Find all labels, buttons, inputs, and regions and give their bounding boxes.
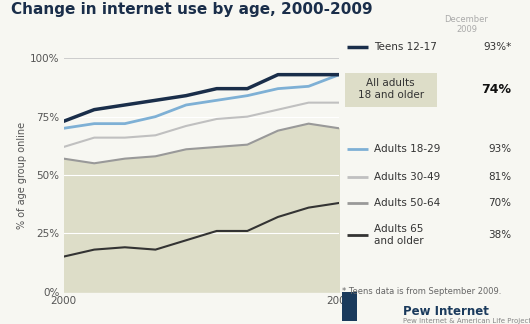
Text: Adults 18-29: Adults 18-29 [374,144,440,154]
Text: 38%: 38% [488,230,511,240]
Text: Adults 65
and older: Adults 65 and older [374,224,423,246]
Text: 81%: 81% [488,172,511,181]
Text: Change in internet use by age, 2000-2009: Change in internet use by age, 2000-2009 [11,2,372,17]
Text: * Teens data is from September 2009.: * Teens data is from September 2009. [342,287,501,296]
Text: December
2009: December 2009 [445,15,488,34]
Text: Adults 30-49: Adults 30-49 [374,172,440,181]
Text: 74%: 74% [481,83,511,96]
Text: 93%: 93% [488,144,511,154]
Y-axis label: % of age group online: % of age group online [17,122,27,228]
Text: Pew Internet: Pew Internet [403,305,489,318]
Text: All adults
18 and older: All adults 18 and older [358,78,423,100]
Text: Pew Internet & American Life Project: Pew Internet & American Life Project [403,318,530,324]
Text: Adults 50-64: Adults 50-64 [374,198,440,207]
Text: Teens 12-17: Teens 12-17 [374,42,437,52]
Text: 93%*: 93%* [483,42,511,52]
Text: 70%: 70% [489,198,511,207]
